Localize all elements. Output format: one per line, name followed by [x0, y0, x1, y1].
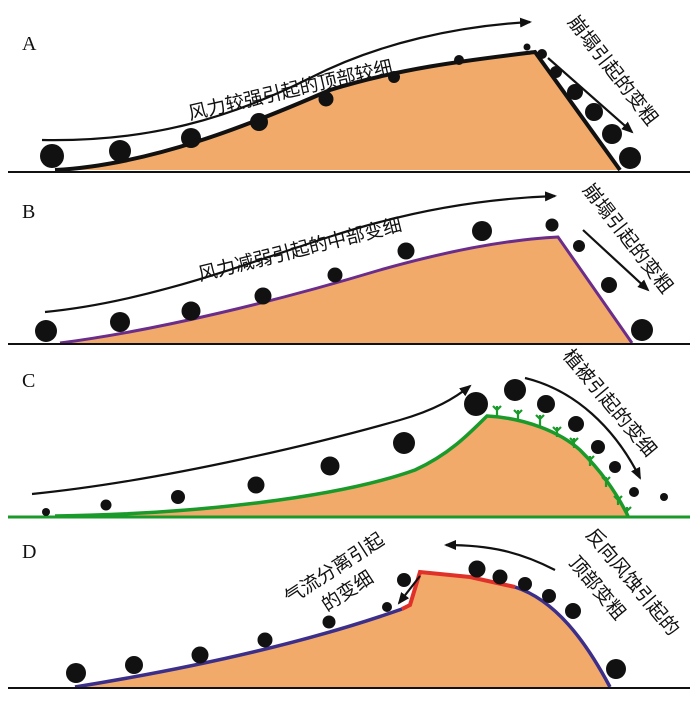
sand-grain [382, 602, 392, 612]
dune-profile-leeward-d [514, 585, 612, 688]
panel-c: C [8, 345, 690, 519]
sand-grain [542, 589, 556, 603]
sand-grain [388, 71, 400, 83]
sand-grain [660, 493, 668, 501]
sand-grain [320, 456, 340, 476]
dune-profile-windward-d [74, 607, 403, 689]
sand-grain [247, 476, 265, 494]
sand-grain [492, 569, 508, 585]
sand-grain [35, 320, 57, 342]
panel-label-d: D [22, 541, 36, 563]
sand-grain [573, 240, 585, 252]
sand-grain [397, 242, 415, 260]
sand-grain [318, 91, 334, 107]
sand-grain [537, 395, 555, 413]
sand-grain [585, 103, 603, 121]
sand-grain [125, 656, 143, 674]
sand-grain [40, 144, 64, 168]
panel-d: D 气流分离引起 的变细 反向风蚀引起的 顶部变粗 [8, 524, 690, 689]
dune-body-a [55, 52, 620, 170]
sand-grain [66, 663, 86, 683]
dune-profile-b [59, 235, 634, 345]
dune-profile-a [54, 49, 622, 172]
sand-grains-b [35, 218, 653, 342]
sand-grain [504, 379, 526, 401]
panel-b: B 风力减弱引起的中部变细 崩塌引起的变粗 [8, 180, 690, 345]
wind-arrow-c [31, 384, 472, 496]
sand-grain [523, 43, 531, 51]
sand-grain [397, 573, 411, 587]
plant-icon [585, 455, 595, 466]
dune-crest-d [401, 569, 516, 611]
reverse-wind-arrow-d [444, 540, 556, 571]
avalanche-arrow-a [547, 57, 634, 134]
sand-grain [631, 319, 653, 341]
sand-grain [601, 277, 617, 293]
sand-grain [619, 147, 641, 169]
vegetation-c [492, 405, 632, 516]
sand-grain [109, 140, 131, 162]
sand-grain [568, 416, 584, 432]
plant-icon [601, 476, 611, 487]
sand-grain [518, 577, 532, 591]
panel-label-b: B [22, 201, 35, 223]
sand-grain [181, 301, 201, 321]
plant-icon [535, 414, 545, 426]
sand-grain [191, 646, 209, 664]
plant-icon [613, 495, 623, 505]
plant-icon [622, 506, 632, 516]
plant-icon [513, 409, 523, 420]
sand-grain [472, 221, 492, 241]
sand-grain [602, 124, 622, 144]
sand-grain [322, 615, 336, 629]
separation-arrow-d [397, 575, 421, 605]
panel-label-c: C [22, 370, 35, 392]
dune-body-c [55, 416, 628, 516]
sand-grain [591, 440, 605, 454]
sand-grain [257, 632, 273, 648]
wind-arrow-a [41, 17, 532, 142]
panel-a: A 风力较强引起的顶部较细 崩塌引起的变粗 [8, 12, 690, 173]
sand-grain [171, 490, 185, 504]
panel-label-a: A [22, 33, 37, 55]
wind-arrow-b [44, 191, 557, 314]
sand-grains-c [42, 379, 668, 516]
sand-grain [42, 508, 50, 516]
sand-grain [454, 55, 464, 65]
leeward-arrow-c [524, 376, 641, 480]
avalanche-arrow-b [582, 229, 650, 292]
sand-grains-a [40, 43, 641, 169]
sand-grain [110, 312, 130, 332]
plant-icon [569, 437, 579, 448]
sand-grain [629, 487, 639, 497]
sand-grain [550, 66, 562, 78]
sand-grain [567, 84, 583, 100]
sand-grain [537, 49, 547, 59]
plant-icon [552, 426, 562, 437]
sand-grain [100, 499, 112, 511]
sand-grain [327, 267, 343, 283]
sand-grain [545, 218, 559, 232]
plant-icon [492, 405, 502, 416]
sand-grain [464, 392, 488, 416]
sand-grain [468, 560, 486, 578]
dune-body-b [60, 237, 632, 343]
sand-grain [254, 287, 272, 305]
sand-grain [250, 113, 268, 131]
sand-grain [565, 603, 581, 619]
sand-grains-d [66, 560, 626, 683]
sand-grain [181, 128, 201, 148]
sand-grain [609, 461, 621, 473]
sand-grain [606, 659, 626, 679]
sand-grain [393, 432, 415, 454]
